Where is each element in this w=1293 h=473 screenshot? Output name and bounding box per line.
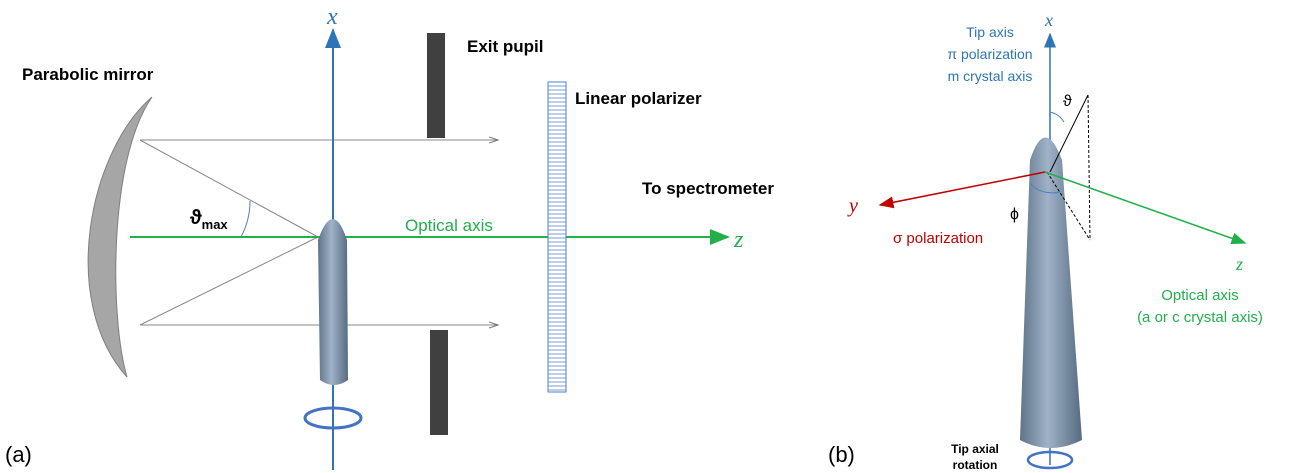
phi-label: ϕ	[1010, 206, 1019, 223]
panel-a: Parabolic mirror x Exit pupil Linear pol…	[5, 4, 774, 470]
figure: Parabolic mirror x Exit pupil Linear pol…	[0, 0, 1293, 473]
ray	[140, 237, 318, 325]
rotation-note: rotation	[953, 458, 998, 472]
output-label: To spectrometer	[642, 179, 774, 198]
angle-label: ϑmax	[190, 207, 228, 232]
z-note: Optical axis	[1161, 287, 1239, 304]
z-label: z	[1235, 254, 1243, 274]
pupil-block	[430, 330, 448, 435]
optical-axis-label: Optical axis	[405, 216, 493, 235]
pupil-label: Exit pupil	[467, 37, 544, 56]
tip	[318, 219, 348, 385]
y-axis	[880, 172, 1045, 205]
panel-tag: (b)	[828, 442, 855, 467]
rotation-note: Tip axial	[951, 442, 999, 456]
polarizer	[548, 82, 566, 392]
angle-symbol: ϑ	[190, 207, 202, 229]
theta-arc	[1050, 112, 1064, 122]
theta-label: ϑ	[1063, 93, 1072, 110]
y-label: y	[847, 195, 858, 217]
guide-line	[1088, 95, 1090, 240]
angle-arc	[241, 201, 250, 237]
x-note: π polarization	[947, 46, 1032, 62]
x-label: x	[1044, 10, 1053, 30]
x-note: Tip axis	[966, 24, 1014, 40]
panel-b: x Tip axis π polarization m crystal axis…	[828, 10, 1263, 472]
ray	[140, 140, 318, 237]
x-label: x	[326, 4, 338, 30]
z-label: z	[733, 227, 744, 253]
pupil-block	[427, 33, 445, 138]
polarizer-label: Linear polarizer	[575, 89, 702, 108]
x-note: m crystal axis	[948, 68, 1033, 84]
z-note: (a or c crystal axis)	[1137, 309, 1263, 326]
tip	[1020, 138, 1082, 449]
y-note: σ polarization	[893, 230, 983, 247]
z-axis	[1045, 172, 1245, 243]
angle-subscript: max	[202, 217, 229, 232]
mirror-label: Parabolic mirror	[22, 65, 154, 84]
panel-tag: (a)	[5, 442, 32, 467]
